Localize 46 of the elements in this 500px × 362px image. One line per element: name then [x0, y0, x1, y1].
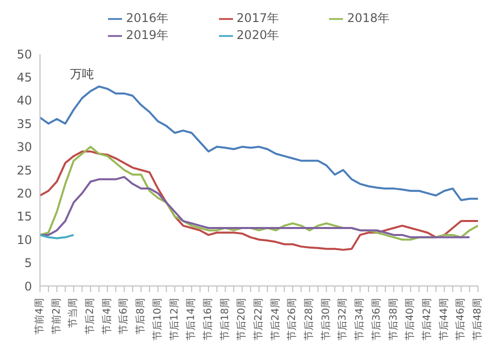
x-tick-label: 节后44周 — [438, 298, 450, 341]
x-tick-label: 节后42周 — [420, 298, 433, 341]
x-tick-label: 节后30周 — [320, 298, 332, 341]
x-tick-label: 节后40周 — [404, 298, 416, 341]
x-tick-label: 节后20周 — [236, 298, 248, 341]
x-tick-label: 节后8周 — [134, 298, 147, 334]
line-series — [40, 176, 471, 238]
legend-label: 2020年 — [236, 28, 280, 42]
x-tick-label: 节前2周 — [50, 298, 62, 334]
y-tick-label: 20 — [16, 186, 32, 200]
x-tick-label: 节后34周 — [354, 298, 366, 341]
x-tick-label: 节当周 — [67, 298, 80, 328]
x-tick-label: 节后22周 — [252, 298, 264, 341]
y-tick-label: 5 — [24, 256, 32, 270]
y-tick-label: 0 — [24, 279, 32, 294]
legend-label: 2019年 — [126, 28, 169, 42]
x-tick-label: 节后38周 — [387, 298, 400, 341]
x-tick-label: 节后36周 — [370, 298, 382, 341]
legend-label: 2017年 — [236, 11, 280, 25]
x-tick-label: 节后48周 — [472, 298, 484, 341]
x-tick-label: 节前4周 — [34, 298, 46, 334]
x-tick-label: 节后16周 — [202, 298, 214, 341]
y-tick-label: 25 — [16, 163, 32, 178]
y-tick-label: 10 — [16, 232, 32, 247]
y-tick-label: 50 — [16, 47, 32, 62]
y-tick-label: 30 — [16, 140, 32, 154]
y-axis-title: 万吨 — [70, 66, 94, 83]
x-tick-label: 节后28周 — [303, 298, 316, 341]
x-tick-label: 节后14周 — [185, 298, 198, 341]
y-tick-label: 35 — [16, 116, 32, 131]
legend-label: 2018年 — [347, 11, 390, 25]
x-tick-label: 节后12周 — [168, 298, 180, 341]
y-tick-label: 15 — [16, 210, 32, 224]
x-tick-label: 节后18周 — [218, 298, 231, 341]
legend-label: 2016年 — [126, 11, 169, 25]
y-tick-label: 45 — [16, 70, 32, 84]
x-tick-label: 节后2周 — [84, 298, 96, 334]
x-tick-label: 节后26周 — [286, 298, 298, 341]
x-tick-label: 节后24周 — [269, 298, 282, 341]
line-series — [40, 85, 478, 202]
x-tick-label: 节后10周 — [151, 298, 164, 341]
x-tick-label: 节后46周 — [454, 298, 467, 341]
x-tick-label: 节后4周 — [100, 298, 113, 334]
x-tick-label: 节后6周 — [118, 298, 130, 334]
x-tick-label: 节后32周 — [336, 298, 349, 341]
y-tick-label: 40 — [16, 94, 32, 108]
